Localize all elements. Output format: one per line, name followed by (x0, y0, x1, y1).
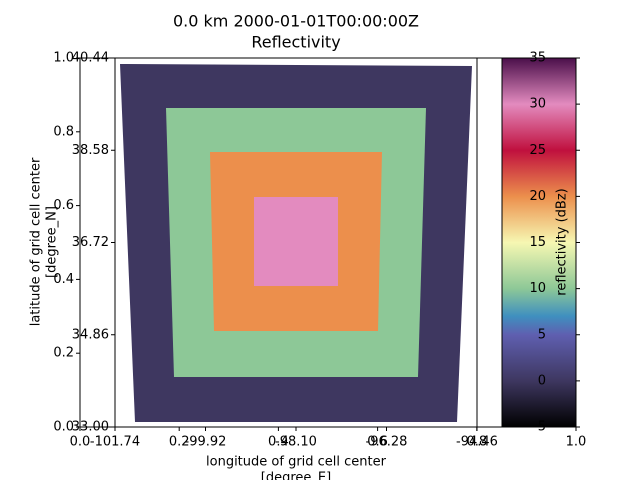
y-tick-label: 40.44 (72, 51, 109, 66)
y-tick-label: 0.8 (53, 124, 74, 139)
y-tick-label: 36.72 (72, 235, 109, 250)
colorbar-tick-label: 20 (529, 189, 546, 204)
y-axis-units: [degree_N] (45, 206, 60, 278)
x-tick-label: 1.0 (566, 435, 587, 450)
x-tick-label: -99.92 (185, 435, 227, 450)
x-tick-label: -101.74 (90, 435, 140, 450)
x-tick-label: 0.4 (268, 435, 289, 450)
chart-subtitle: Reflectivity (251, 33, 340, 52)
y-tick-label: 1.0 (53, 51, 74, 66)
y-tick-label: 34.86 (72, 327, 109, 342)
colorbar-tick-label: 35 (529, 51, 546, 66)
colorbar-tick-label: 30 (529, 97, 546, 112)
x-axis-label: longitude of grid cell center (206, 455, 387, 470)
chart-title: 0.0 km 2000-01-01T00:00:00Z (173, 12, 419, 31)
x-tick-label: 0.0 (70, 435, 91, 450)
x-tick-label: 0.8 (466, 435, 487, 450)
colorbar-tick-label: 10 (529, 281, 546, 296)
map-area (120, 64, 472, 422)
x-tick-label: 0.2 (169, 435, 190, 450)
x-axis-units: [degree_E] (261, 471, 331, 481)
colorbar-tick-label: 5 (538, 327, 546, 342)
y-tick-label: 0.2 (53, 346, 74, 361)
y-tick-label: 38.58 (72, 143, 109, 158)
x-tick-label: -98.10 (275, 435, 317, 450)
x-tick-label: -94.46 (456, 435, 498, 450)
y-axis-label: latitude of grid cell center (29, 157, 44, 326)
y-tick-label: 0.0 (53, 420, 74, 435)
y-tick-label: 0.4 (53, 272, 74, 287)
y-tick-label: 0.6 (53, 198, 74, 213)
colorbar-label: reflectivity (dBz) (555, 188, 570, 295)
x-tick-label: 0.6 (367, 435, 388, 450)
colorbar-tick-label: -5 (533, 420, 546, 435)
x-tick-label: -96.28 (366, 435, 408, 450)
colorbar-tick-label: 15 (529, 235, 546, 250)
y-tick-label: 33.00 (72, 420, 109, 435)
colorbar-tick-label: 25 (529, 143, 546, 158)
reflectivity-region (254, 197, 338, 286)
colorbar-tick-label: 0 (538, 373, 546, 388)
